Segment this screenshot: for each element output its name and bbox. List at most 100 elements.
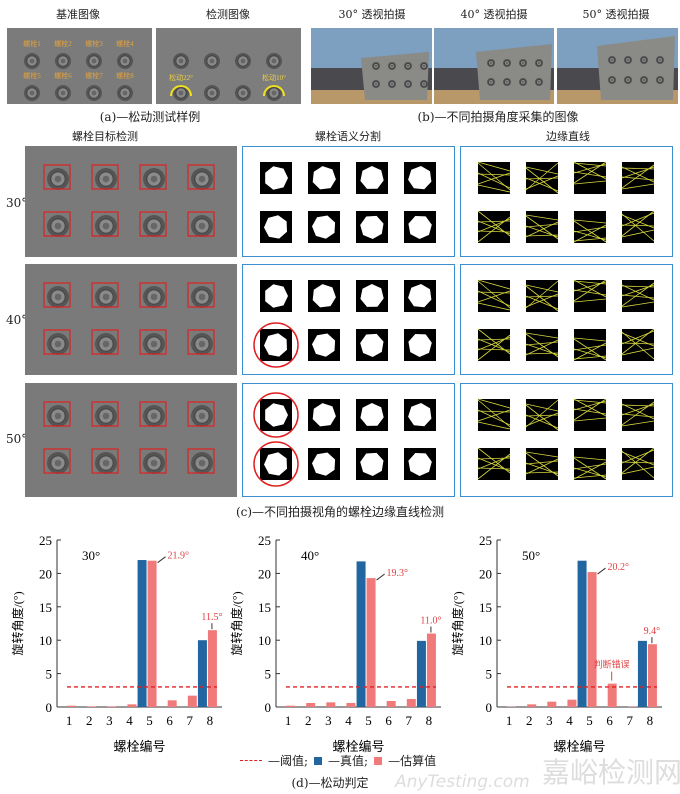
legend-true: —真值;: [328, 754, 369, 768]
edge-line: [525, 414, 559, 417]
detection-box: [43, 164, 71, 190]
bar-estimate: [107, 706, 117, 707]
y-tick-label: 5: [46, 667, 53, 682]
bolt-center: [374, 82, 378, 86]
bar-true: [356, 561, 366, 707]
bolt-center: [198, 293, 206, 301]
bolt-center: [537, 61, 541, 65]
edge-line: [525, 167, 559, 194]
edge-line: [573, 226, 607, 233]
detect-image-title: 检测图像: [206, 8, 250, 21]
detection-photo: [25, 383, 237, 497]
detection-box: [91, 211, 119, 237]
bolt-mask: [360, 284, 384, 307]
bolt-mask: [360, 166, 384, 189]
baseline-image-title: 基准图像: [56, 8, 100, 21]
x-tick-label: 6: [385, 713, 392, 728]
image-svg: [311, 28, 432, 104]
detection-box: [139, 211, 167, 237]
edge-tile: [526, 211, 558, 243]
bolt-label: 螺栓8: [116, 71, 134, 80]
detection-box: [91, 282, 119, 308]
edge-line: [621, 331, 655, 360]
x-tick-label: 3: [546, 713, 553, 728]
bolt-mask: [265, 403, 288, 427]
edge-line: [477, 220, 511, 223]
edge-line: [525, 215, 559, 240]
edge-line: [573, 162, 607, 167]
bolt-center: [209, 90, 215, 96]
x-tick-label: 4: [345, 713, 352, 728]
edge-line: [477, 399, 511, 428]
edge-line: [573, 457, 607, 480]
x-tick-label: 6: [606, 713, 613, 728]
bolt-center: [122, 58, 128, 64]
edge-line: [621, 167, 655, 170]
edge-line: [573, 398, 607, 417]
x-tick-label: 5: [146, 713, 153, 728]
edge-line: [573, 180, 607, 185]
detection-box: [139, 448, 167, 474]
y-tick-label: 15: [479, 600, 492, 615]
legend-est: —估算值: [388, 754, 437, 768]
bar-estimate: [187, 695, 197, 707]
y-axis-label: 旋转角度/(°): [450, 591, 465, 655]
loosen-label: 松动22°: [169, 73, 193, 82]
edge-line: [621, 404, 655, 407]
bar-true: [137, 560, 147, 707]
x-tick-label: 8: [426, 713, 433, 728]
bolt-mask: [264, 333, 287, 357]
row-label-50: 50°: [6, 432, 28, 446]
edge-line: [621, 212, 655, 227]
bolt-center: [209, 58, 215, 64]
x-tick-label: 4: [126, 713, 133, 728]
bar-true: [637, 640, 647, 707]
edge-line: [573, 161, 607, 180]
bolt-center: [91, 90, 97, 96]
bolt-center: [91, 58, 97, 64]
bolt-center: [102, 293, 110, 301]
bar-true: [577, 560, 587, 707]
bolt-center: [54, 175, 62, 183]
edge-line: [477, 279, 511, 290]
bolt-center: [150, 459, 158, 467]
edge-line: [525, 223, 559, 228]
edge-line: [621, 450, 655, 479]
edge-line: [477, 447, 511, 474]
bolt-center: [198, 412, 206, 420]
detection-box: [43, 401, 71, 427]
detection-box: [91, 329, 119, 355]
bolt-center: [505, 61, 509, 65]
edge-line: [573, 337, 607, 342]
edge-line: [525, 332, 559, 339]
edge-line: [573, 399, 607, 404]
image-svg: [43, 164, 215, 237]
edge-tile: [622, 280, 654, 312]
bolt-label: 螺栓3: [85, 39, 103, 48]
edge-line: [477, 173, 511, 176]
bolt-label: 螺栓5: [23, 71, 41, 80]
detection-box: [139, 329, 167, 355]
edge-line: [477, 398, 511, 409]
bolt-center: [198, 175, 206, 183]
bolt-center: [102, 459, 110, 467]
bolt-mask: [408, 334, 432, 357]
bar-estimate: [346, 702, 356, 707]
edge-line: [525, 399, 559, 428]
bar-estimate: [547, 701, 557, 707]
bolt-center: [29, 90, 35, 96]
detection-box: [187, 329, 215, 355]
edge-line: [525, 460, 559, 465]
edge-line: [573, 417, 607, 422]
edge-tile: [574, 448, 606, 480]
bolt-center: [102, 412, 110, 420]
image-svg: [477, 398, 655, 480]
x-tick-label: 5: [586, 713, 593, 728]
y-tick-label: 25: [258, 533, 271, 548]
edge-line: [477, 421, 511, 430]
bolt-mask: [360, 215, 384, 239]
detection-box: [187, 164, 215, 190]
edge-line: [573, 456, 607, 461]
bolt-mask: [312, 403, 336, 427]
bolt-label: 螺栓4: [116, 39, 134, 48]
